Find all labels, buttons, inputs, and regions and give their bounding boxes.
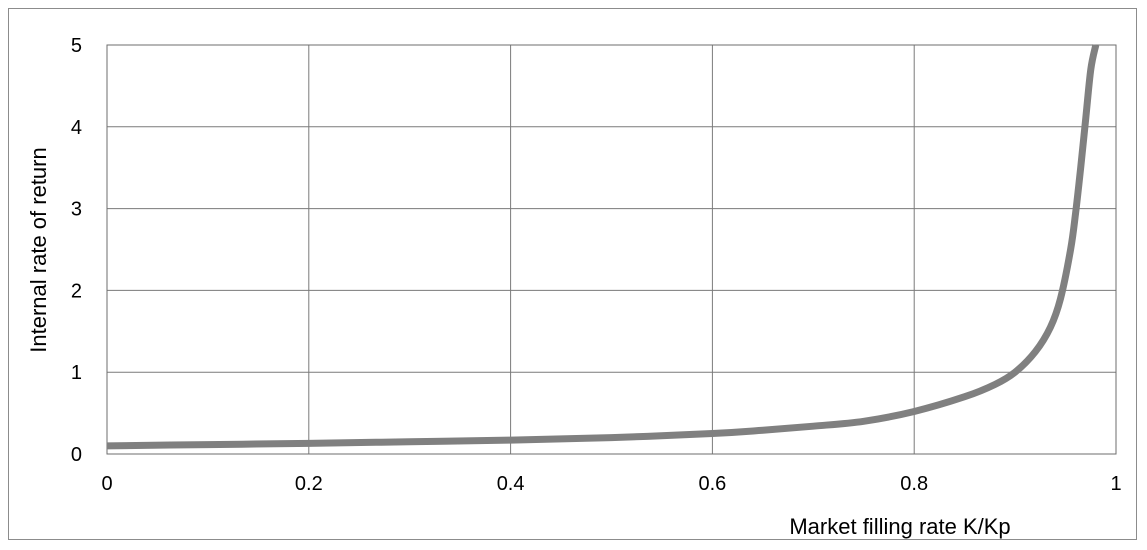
x-tick-label: 0.8 <box>900 473 928 495</box>
x-axis-ticks: 0 0.2 0.4 0.6 0.8 1 <box>101 473 1121 495</box>
y-axis-title: Internal rate of return <box>26 147 51 352</box>
y-tick-label: 4 <box>71 117 82 139</box>
y-tick-label: 0 <box>71 444 82 466</box>
x-tick-label: 0.4 <box>497 473 525 495</box>
y-tick-label: 1 <box>71 362 82 384</box>
series-line-0 <box>106 44 1100 450</box>
grid-lines <box>106 44 1117 455</box>
y-tick-label: 3 <box>71 199 82 221</box>
y-tick-label: 5 <box>71 35 82 57</box>
plot-area-border <box>106 44 1117 455</box>
x-tick-label: 0.2 <box>295 473 323 495</box>
x-tick-label: 1 <box>1110 473 1121 495</box>
y-tick-label: 2 <box>71 280 82 302</box>
x-tick-label: 0 <box>101 473 112 495</box>
x-tick-label: 0.6 <box>698 473 726 495</box>
x-axis-title: Market filling rate K/Kp <box>789 514 1010 539</box>
series-group <box>106 44 1100 450</box>
y-axis-ticks: 0 1 2 3 4 5 <box>71 35 82 466</box>
chart-frame <box>8 8 1137 540</box>
